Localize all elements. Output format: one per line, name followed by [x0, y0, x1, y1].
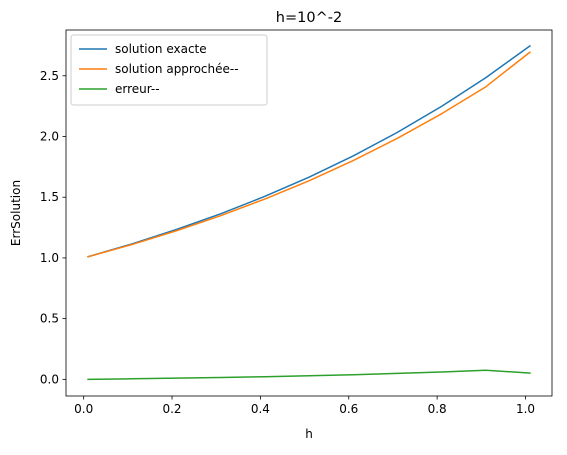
- x-tick-label: 0.4: [251, 402, 270, 416]
- y-tick-label: 1.0: [40, 251, 59, 265]
- x-tick-label: 0.6: [339, 402, 358, 416]
- legend-label-1: solution approchée--: [115, 62, 239, 76]
- plot-area: [87, 44, 531, 381]
- legend-box: [70, 34, 268, 106]
- series-line-0: [87, 44, 531, 258]
- y-tick-label: 0.5: [40, 312, 59, 326]
- axes: 0.0 0.2 0.4 0.6 0.8 1.0 0.0 0.5 1.0 1.5 2.0 2.5: [40, 29, 553, 416]
- legend: solution exacte solution approchée-- erreu…: [70, 34, 268, 106]
- chart-title: h=10^-2: [276, 10, 342, 26]
- y-tick-label: 2.0: [40, 129, 59, 143]
- y-tick-label: 1.5: [40, 190, 59, 204]
- x-tick-label: 0.0: [74, 402, 93, 416]
- x-axis-label: h: [305, 427, 313, 441]
- y-axis-label: ErrSolution: [9, 180, 23, 246]
- axes-frame: [65, 29, 553, 397]
- series-line-1: [87, 51, 531, 258]
- x-tick-label: 0.8: [428, 402, 447, 416]
- legend-label-2: erreur--: [115, 82, 160, 96]
- legend-label-0: solution exacte: [115, 42, 207, 56]
- x-tick-label: 1.0: [516, 402, 535, 416]
- x-tick-label: 0.2: [162, 402, 181, 416]
- y-tick-label: 0.0: [40, 372, 59, 386]
- y-tick-label: 2.5: [40, 69, 59, 83]
- series-line-2: [87, 369, 531, 381]
